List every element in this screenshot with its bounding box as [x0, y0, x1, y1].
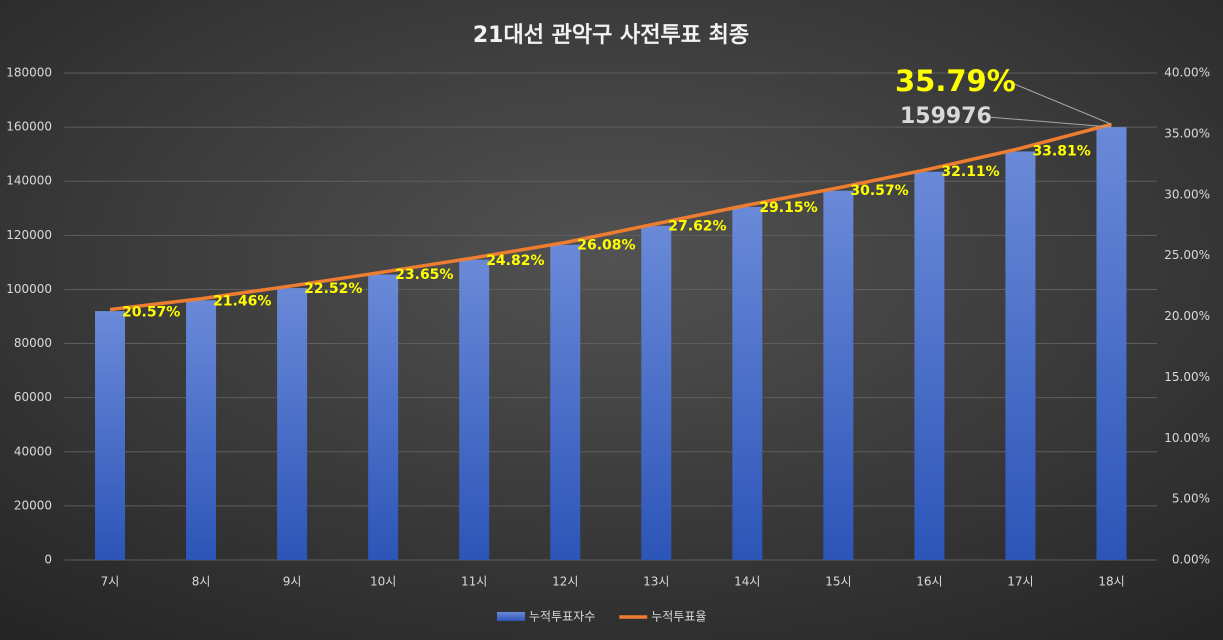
y-tick-label: 0 — [44, 553, 52, 567]
legend-label: 누적투표율 — [651, 610, 706, 624]
bar — [459, 259, 490, 560]
bar — [186, 300, 217, 560]
y-tick-label: 80000 — [14, 336, 52, 350]
x-tick-label: 11시 — [461, 575, 487, 589]
legend-label: 누적투표자수 — [529, 610, 595, 624]
y2-tick-label: 35.00% — [1164, 126, 1210, 140]
bar — [823, 190, 854, 561]
x-tick-label: 7시 — [101, 575, 120, 589]
bar — [914, 171, 945, 560]
y2-tick-label: 15.00% — [1164, 370, 1210, 384]
y2-tick-label: 5.00% — [1172, 492, 1210, 506]
y-tick-label: 140000 — [6, 174, 52, 188]
x-tick-label: 12시 — [552, 575, 578, 589]
data-label: 30.57% — [850, 183, 908, 199]
data-label: 33.81% — [1032, 143, 1090, 159]
bar — [277, 288, 308, 560]
data-label: 35.79% — [895, 64, 1016, 98]
y-tick-label: 160000 — [6, 120, 52, 134]
legend-swatch — [497, 612, 525, 621]
y2-tick-label: 0.00% — [1172, 553, 1210, 567]
bar — [732, 206, 763, 561]
y2-tick-label: 30.00% — [1164, 187, 1210, 201]
y-tick-label: 100000 — [6, 282, 52, 296]
y-tick-label: 20000 — [14, 498, 52, 512]
y-tick-label: 120000 — [6, 228, 52, 242]
data-label: 21.46% — [213, 294, 271, 310]
bar — [1096, 127, 1127, 561]
x-tick-label: 14시 — [734, 575, 760, 589]
bar — [641, 225, 672, 560]
chart-title: 21대선 관악구 사전투표 최종 — [473, 23, 749, 48]
x-tick-label: 18시 — [1098, 575, 1124, 589]
x-tick-label: 9시 — [283, 575, 302, 589]
data-label: 26.08% — [577, 237, 635, 253]
x-tick-label: 15시 — [825, 575, 851, 589]
y2-tick-label: 10.00% — [1164, 431, 1210, 445]
x-tick-label: 16시 — [916, 575, 942, 589]
y2-tick-label: 40.00% — [1164, 66, 1210, 80]
data-label: 29.15% — [759, 200, 817, 216]
y2-tick-label: 20.00% — [1164, 309, 1210, 323]
data-label: 23.65% — [395, 267, 453, 283]
bar — [1005, 151, 1036, 560]
y-tick-label: 40000 — [14, 444, 52, 458]
data-label: 27.62% — [668, 219, 726, 235]
y-tick-label: 180000 — [6, 66, 52, 80]
data-label: 22.52% — [304, 281, 362, 297]
data-label: 32.11% — [941, 164, 999, 180]
data-label: 20.57% — [122, 305, 180, 321]
leader-line — [1011, 82, 1112, 125]
y2-tick-label: 25.00% — [1164, 248, 1210, 262]
x-tick-label: 8시 — [192, 575, 211, 589]
x-tick-label: 17시 — [1007, 575, 1033, 589]
bar — [550, 244, 581, 560]
x-tick-label: 13시 — [643, 575, 669, 589]
data-label: 24.82% — [486, 253, 544, 269]
bar — [368, 274, 399, 560]
bar — [95, 311, 126, 560]
x-tick-label: 10시 — [370, 575, 396, 589]
y-tick-label: 60000 — [14, 390, 52, 404]
data-label: 159976 — [900, 104, 992, 129]
leader-line — [987, 116, 1112, 128]
line — [109, 122, 1112, 312]
